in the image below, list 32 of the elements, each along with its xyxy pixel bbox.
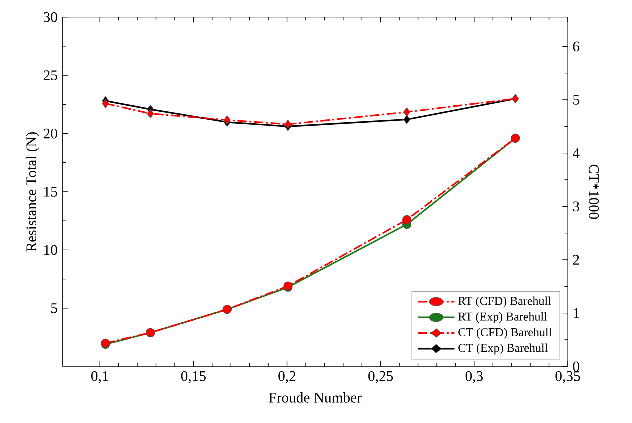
y2-tick-label: 1 (574, 308, 580, 318)
x-axis-title: Froude Number (269, 392, 362, 404)
y2-tick-label: 4 (573, 148, 580, 158)
y-tick-label: 10 (44, 245, 58, 256)
y-tick-label: 15 (44, 187, 58, 198)
legend-label: RT (CFD) Barehull (458, 296, 552, 308)
point (224, 116, 231, 125)
x-tick-label: 0,15 (181, 372, 206, 384)
y-tick-label: 5 (51, 304, 58, 314)
y2-tick-label: 3 (573, 202, 580, 212)
y-tick-label: 20 (44, 129, 58, 139)
x-tick-label: 0,35 (556, 372, 580, 384)
point (402, 216, 412, 225)
y2-tick-label: 5 (574, 95, 580, 106)
x-tick-label: 0,25 (368, 372, 394, 384)
y-axis-title: Resistance Total (N) (26, 132, 40, 252)
y2-tick-label: 2 (573, 255, 580, 266)
y-tick-label: 30 (44, 12, 58, 22)
legend-label: CT (CFD) Barehull (458, 328, 552, 340)
point (147, 109, 154, 119)
point (102, 99, 110, 108)
y-tick-label: 25 (44, 70, 58, 81)
point (404, 108, 411, 117)
x-tick-label: 0,3 (466, 372, 484, 384)
x-tick-label: 0,2 (278, 372, 296, 384)
y2-tick-label: 6 (573, 42, 580, 52)
y2-axis-title: CT*1000 (589, 165, 600, 220)
legend-label: CT (Exp) Barehull (458, 344, 548, 355)
y2-tick-label: 0 (573, 362, 580, 372)
point (404, 115, 411, 124)
legend-label: RT (Exp) Barehull (458, 312, 548, 324)
x-tick-label: 0,1 (92, 372, 108, 384)
